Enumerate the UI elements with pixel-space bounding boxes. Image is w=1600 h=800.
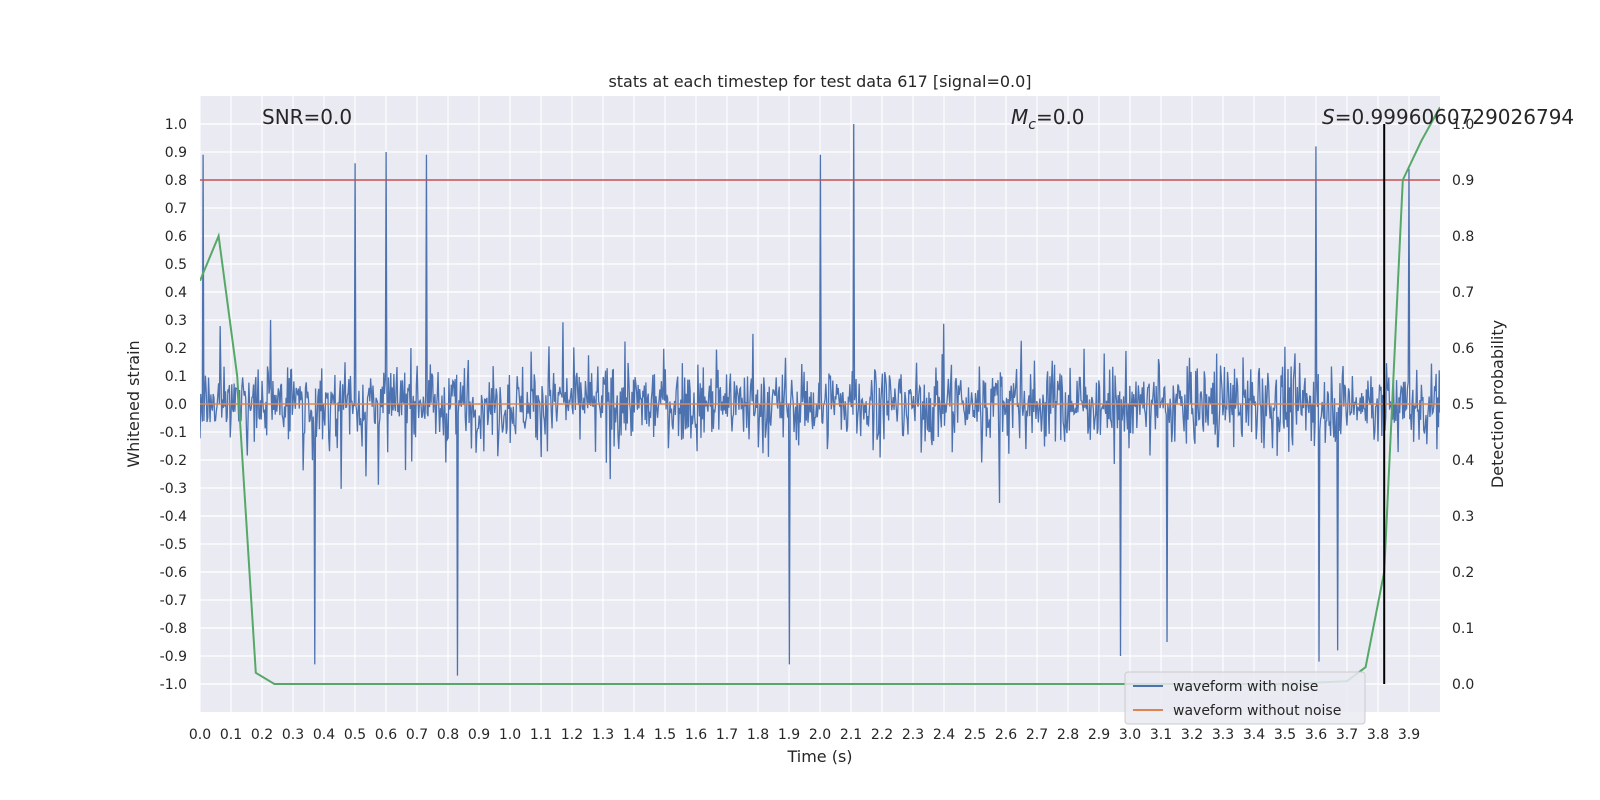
legend-box: [1124, 671, 1366, 725]
right-tick-label: 0.3: [1452, 509, 1474, 525]
x-tick-label: 0.1: [220, 727, 242, 743]
mc-subscript: c: [1028, 117, 1036, 133]
y-tick-label: 0.1: [165, 369, 187, 385]
s-value: =0.9996060729026794: [1335, 105, 1574, 129]
x-tick-label: 1.3: [592, 727, 614, 743]
series-waveform-with-noise: [200, 123, 1440, 676]
x-tick-label: 3.8: [1367, 727, 1389, 743]
x-tick-label: 0.3: [282, 727, 304, 743]
y-tick-label: -0.3: [160, 481, 187, 497]
legend: waveform with noise waveform without noi…: [1124, 671, 1366, 725]
x-tick-label: 0.2: [251, 727, 273, 743]
y-tick-label: -0.1: [160, 425, 187, 441]
right-tick-label: 0.0: [1452, 677, 1474, 693]
x-tick-label: 1.8: [747, 727, 769, 743]
x-tick-label: 1.9: [778, 727, 800, 743]
y-tick-label: 0.8: [165, 173, 187, 189]
x-tick-label: 0.5: [344, 727, 366, 743]
x-tick-label: 2.9: [1088, 727, 1110, 743]
y-tick-label: 0.3: [165, 313, 187, 329]
mc-value: =0.0: [1036, 105, 1085, 129]
s-annotation: S=0.9996060729026794: [1322, 105, 1574, 129]
x-tick-label: 1.0: [499, 727, 521, 743]
x-tick-label: 0.7: [406, 727, 428, 743]
x-tick-label: 2.4: [933, 727, 955, 743]
x-tick-label: 3.6: [1305, 727, 1327, 743]
y-tick-label: -0.9: [160, 649, 187, 665]
x-tick-label: 1.6: [685, 727, 707, 743]
x-tick-label: 1.2: [561, 727, 583, 743]
right-tick-label: 0.1: [1452, 621, 1474, 637]
x-tick-label: 0.9: [468, 727, 490, 743]
x-tick-label: 0.0: [189, 727, 211, 743]
x-tick-label: 2.7: [1026, 727, 1048, 743]
right-tick-label: 0.5: [1452, 397, 1474, 413]
y-axis-ticks: -1.0 -0.9 -0.8 -0.7 -0.6 -0.5 -0.4 -0.3 -0.2 -0.1…: [160, 117, 187, 693]
y-tick-label: -0.4: [160, 509, 187, 525]
legend-label-waveform-without-noise: waveform without noise: [1173, 703, 1341, 719]
snr-annotation: SNR=0.0: [262, 105, 352, 129]
y-tick-label: 1.0: [165, 117, 187, 133]
s-symbol: S: [1322, 105, 1335, 129]
x-tick-label: 1.5: [654, 727, 676, 743]
right-tick-label: 0.8: [1452, 229, 1474, 245]
y-tick-label: 0.5: [165, 257, 187, 273]
y-tick-label: -0.6: [160, 565, 187, 581]
x-tick-label: 3.4: [1243, 727, 1265, 743]
right-tick-label: 0.9: [1452, 173, 1474, 189]
right-axis-label: Detection probability: [1488, 320, 1507, 488]
x-tick-label: 0.8: [437, 727, 459, 743]
x-tick-label: 0.4: [313, 727, 335, 743]
x-tick-label: 3.2: [1181, 727, 1203, 743]
y-axis-label: Whitened strain: [124, 340, 143, 467]
x-tick-label: 0.6: [375, 727, 397, 743]
y-tick-label: -0.2: [160, 453, 187, 469]
x-tick-label: 3.7: [1336, 727, 1358, 743]
y-tick-label: -0.5: [160, 537, 187, 553]
y-tick-label: 0.0: [165, 397, 187, 413]
x-axis-ticks: 0.0 0.1 0.2 0.3 0.4 0.5 0.6 0.7 0.8 0.9 1.0 1.1 1.2 1…: [189, 727, 1420, 743]
x-tick-label: 3.9: [1398, 727, 1420, 743]
y-tick-label: 0.6: [165, 229, 187, 245]
x-tick-label: 1.1: [530, 727, 552, 743]
x-tick-label: 2.1: [840, 727, 862, 743]
y-tick-label: -0.7: [160, 593, 187, 609]
right-tick-label: 0.7: [1452, 285, 1474, 301]
right-tick-label: 0.2: [1452, 565, 1474, 581]
x-tick-label: 2.0: [809, 727, 831, 743]
right-axis-ticks: 0.0 0.1 0.2 0.3 0.4 0.5 0.6 0.7 0.8 0.9 1.0: [1452, 117, 1474, 693]
x-axis-label: Time (s): [786, 747, 852, 766]
y-tick-label: 0.9: [165, 145, 187, 161]
x-tick-label: 3.0: [1119, 727, 1141, 743]
y-tick-label: -1.0: [160, 677, 187, 693]
y-tick-label: 0.2: [165, 341, 187, 357]
chart-title: stats at each timestep for test data 617…: [608, 72, 1031, 91]
x-tick-label: 2.6: [995, 727, 1017, 743]
y-tick-label: -0.8: [160, 621, 187, 637]
mc-symbol: M: [1011, 105, 1028, 129]
x-tick-label: 2.8: [1057, 727, 1079, 743]
legend-label-waveform-with-noise: waveform with noise: [1173, 679, 1318, 695]
right-tick-label: 0.4: [1452, 453, 1474, 469]
y-tick-label: 0.7: [165, 201, 187, 217]
y-tick-label: 0.4: [165, 285, 187, 301]
x-tick-label: 3.1: [1150, 727, 1172, 743]
right-tick-label: 1.0: [1452, 117, 1474, 133]
x-tick-label: 3.3: [1212, 727, 1234, 743]
x-tick-label: 3.5: [1274, 727, 1296, 743]
mc-annotation: Mc=0.0: [1011, 105, 1085, 133]
x-tick-label: 2.5: [964, 727, 986, 743]
right-tick-label: 0.6: [1452, 341, 1474, 357]
x-tick-label: 2.2: [871, 727, 893, 743]
x-tick-label: 1.4: [623, 727, 645, 743]
x-tick-label: 1.7: [716, 727, 738, 743]
x-tick-label: 2.3: [902, 727, 924, 743]
